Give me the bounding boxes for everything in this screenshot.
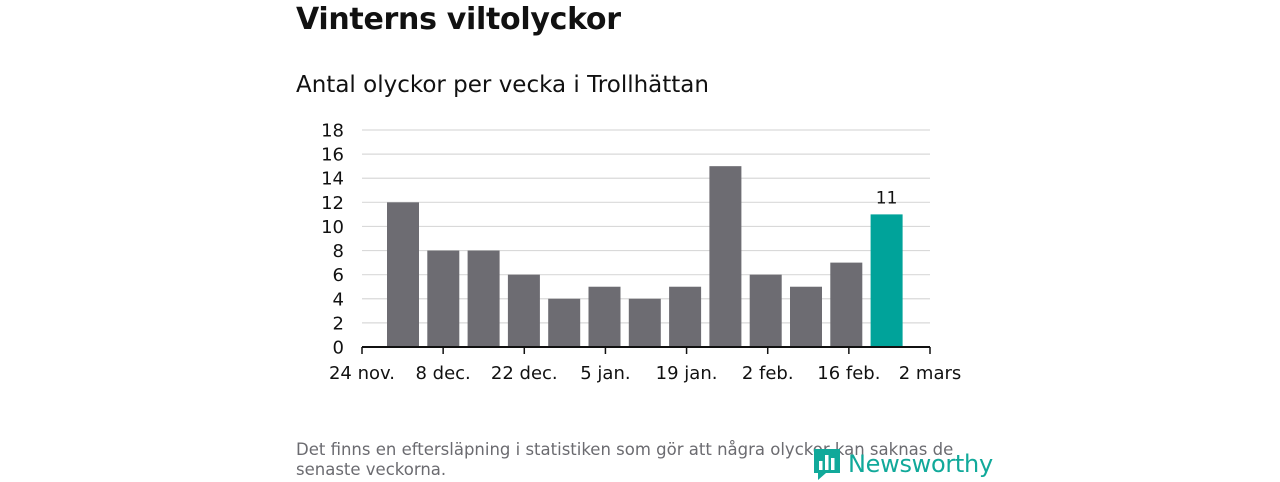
- y-tick-label: 10: [321, 217, 344, 238]
- x-tick-label: 2 mars: [899, 363, 962, 384]
- x-tick-label: 16 feb.: [817, 363, 880, 384]
- y-tick-label: 0: [333, 338, 344, 359]
- bar: [790, 286, 822, 347]
- bar: [588, 286, 621, 347]
- bar: [427, 250, 460, 347]
- footnote: Det finns en eftersläpning i statistiken…: [296, 440, 954, 479]
- highlight-bar: [870, 214, 903, 347]
- bar: [507, 274, 540, 347]
- brand-name: Newsworthy: [848, 450, 993, 478]
- y-tick-label: 6: [333, 265, 344, 286]
- x-tick-label: 8 dec.: [415, 363, 470, 384]
- x-tick-label: 22 dec.: [491, 363, 558, 384]
- y-tick-label: 4: [333, 289, 344, 310]
- newsworthy-logo-icon: [814, 449, 840, 480]
- bar: [830, 262, 863, 347]
- x-tick-label: 5 jan.: [580, 363, 630, 384]
- y-tick-label: 16: [321, 145, 344, 166]
- bar: [548, 298, 581, 347]
- x-tick-label: 24 nov.: [329, 363, 395, 384]
- y-tick-label: 18: [321, 121, 344, 142]
- bar: [709, 166, 742, 347]
- y-tick-label: 8: [333, 241, 344, 262]
- x-tick-label: 2 feb.: [742, 363, 794, 384]
- brand-logo: Newsworthy: [812, 446, 993, 482]
- y-tick-label: 12: [321, 193, 344, 214]
- bar: [387, 202, 419, 347]
- y-tick-label: 14: [321, 169, 344, 190]
- x-tick-label: 19 jan.: [656, 363, 718, 384]
- chart-title: Vinterns viltolyckor: [296, 2, 621, 37]
- bar: [749, 274, 782, 347]
- y-tick-label: 2: [333, 313, 344, 334]
- bar: [628, 298, 661, 347]
- bar: [669, 286, 702, 347]
- chart-subtitle: Antal olyckor per vecka i Trollhättan: [296, 72, 709, 98]
- bar: [467, 250, 500, 347]
- data-label: 11: [876, 188, 898, 208]
